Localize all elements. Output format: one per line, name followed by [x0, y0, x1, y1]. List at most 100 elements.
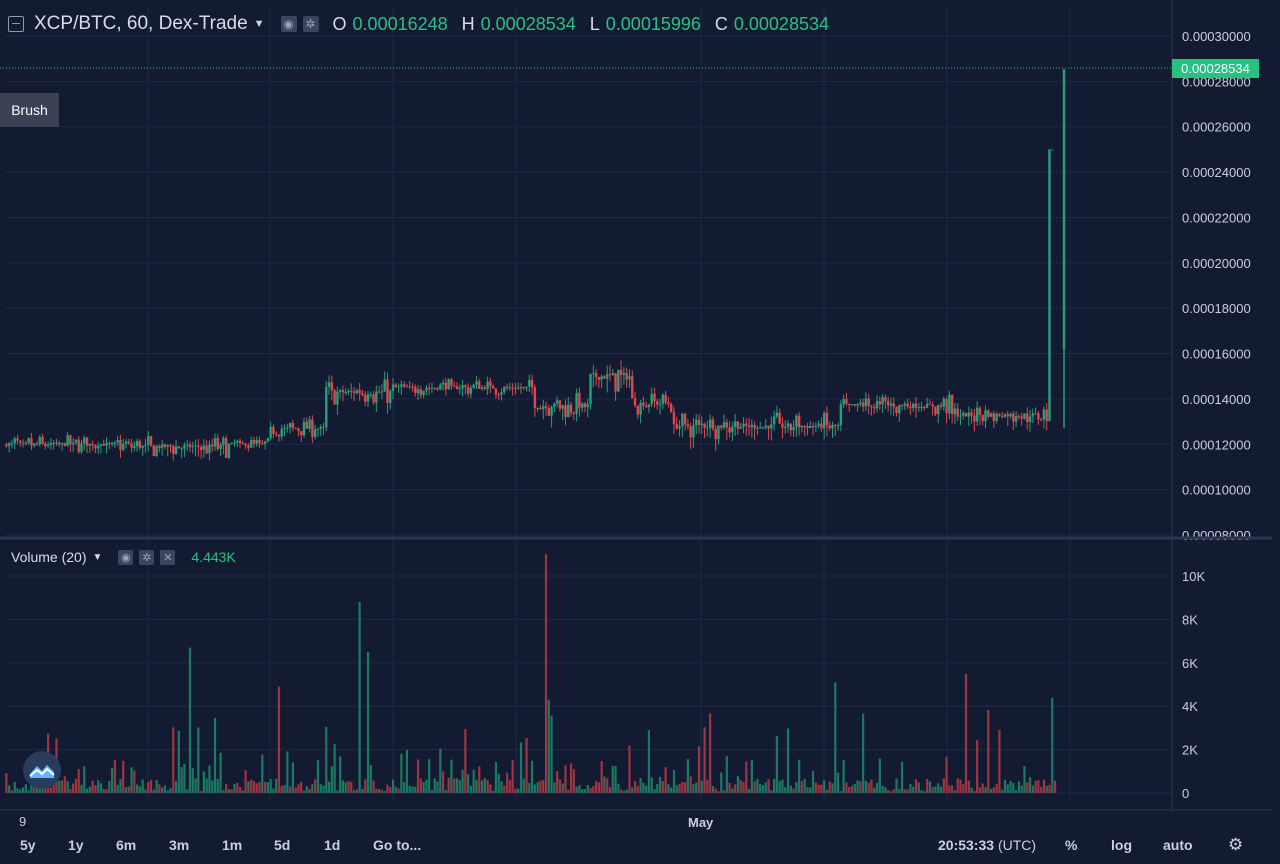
candle-body [450, 379, 453, 386]
volume-bar [355, 789, 358, 793]
volume-bar [77, 769, 80, 793]
brush-tooltip: Brush [0, 93, 59, 127]
settings-gear-icon[interactable]: ⚙ [1228, 835, 1244, 854]
volume-bar [1006, 784, 1009, 793]
candle-body [884, 397, 887, 401]
candle-body [553, 403, 556, 407]
candle-body [475, 381, 478, 385]
candle-body [1037, 413, 1040, 420]
candle-body [1000, 415, 1004, 417]
range-button-5y[interactable]: 5y [20, 837, 36, 853]
candle-body [227, 443, 231, 458]
candle-body [987, 410, 990, 417]
volume-bar [1028, 777, 1032, 793]
candle-body [594, 372, 598, 377]
volume-bar [497, 773, 500, 793]
volume-bar [867, 782, 870, 793]
candle-body [580, 403, 584, 408]
candle-body [453, 385, 456, 387]
candle-body [973, 415, 976, 422]
candle-body [436, 387, 439, 390]
candle-body [174, 446, 178, 455]
candle-body [817, 423, 820, 427]
candle-body [731, 426, 734, 433]
symbol-title[interactable]: XCP/BTC, 60, Dex-Trade [34, 13, 248, 34]
chevron-down-icon[interactable]: ▼ [92, 551, 103, 563]
low-label: L [589, 13, 600, 34]
log-toggle[interactable]: log [1111, 837, 1132, 853]
volume-bar [85, 788, 89, 793]
volume-bar [795, 782, 798, 793]
volume-bar [486, 779, 489, 793]
high-label: H [461, 13, 475, 34]
candle-body [683, 413, 687, 425]
goto-button[interactable]: Go to... [373, 837, 422, 853]
eye-icon[interactable]: ◉ [280, 16, 297, 32]
candle-body [383, 379, 386, 392]
candle-body [74, 439, 78, 443]
volume-bar [533, 784, 536, 793]
volume-bar [828, 781, 831, 793]
volume-bar [503, 785, 506, 793]
close-icon[interactable]: ✕ [160, 549, 176, 565]
candle-body [864, 398, 868, 407]
eye-icon[interactable]: ◉ [118, 549, 134, 565]
range-button-1d[interactable]: 1d [324, 837, 341, 853]
volume-bar [238, 786, 242, 793]
auto-toggle[interactable]: auto [1163, 837, 1193, 853]
candle-body [753, 424, 756, 429]
candle-body [425, 387, 428, 391]
gear-icon[interactable]: ✲ [139, 549, 155, 565]
range-button-6m[interactable]: 6m [116, 837, 137, 853]
volume-bar [13, 781, 16, 793]
volume-tick-label: 8K [1182, 612, 1198, 627]
logo-icon[interactable] [23, 751, 61, 789]
range-button-3m[interactable]: 3m [169, 837, 190, 853]
volume-bar [920, 790, 923, 793]
range-button-5d[interactable]: 5d [274, 837, 291, 853]
volume-bar [138, 786, 142, 793]
volume-bar [1051, 697, 1054, 793]
candle-body [135, 440, 139, 447]
volume-bar [136, 784, 139, 793]
chevron-down-icon[interactable]: ▼ [253, 18, 265, 30]
collapse-icon[interactable] [8, 16, 24, 32]
candle-body [116, 440, 119, 443]
volume-bar [69, 788, 72, 793]
percent-toggle[interactable]: % [1065, 837, 1078, 853]
volume-bar [105, 789, 108, 793]
volume-title[interactable]: Volume (20) [11, 549, 87, 565]
candle-body [650, 393, 653, 405]
candle-body [110, 442, 114, 444]
range-button-1m[interactable]: 1m [222, 837, 243, 853]
volume-bar [681, 782, 684, 793]
candle-body [224, 437, 228, 458]
candle-body [41, 436, 44, 444]
volume-bar [155, 780, 158, 793]
volume-bar [458, 780, 461, 793]
gear-icon[interactable]: ✲ [302, 16, 319, 32]
volume-bar [995, 783, 998, 793]
candle-body [928, 403, 932, 405]
candle-body [389, 390, 392, 403]
candle-body [533, 387, 537, 409]
volume-bar [728, 782, 731, 793]
candle-body [44, 443, 47, 446]
volume-bar [925, 778, 929, 793]
candle-body [820, 423, 823, 429]
volume-bar [756, 779, 759, 793]
price-candles [5, 69, 1066, 461]
candle-body [859, 402, 862, 405]
range-button-1y[interactable]: 1y [68, 837, 84, 853]
volume-bar [939, 786, 943, 793]
candle-body [528, 379, 531, 387]
volume-bar [183, 764, 186, 793]
candle-body [870, 405, 873, 408]
candle-body [77, 439, 80, 452]
candle-body [886, 400, 890, 406]
volume-bar [658, 776, 662, 793]
price-tick-label: 0.00026000 [1182, 120, 1251, 135]
clock-tz: (UTC) [997, 837, 1037, 853]
candle-body [998, 413, 1001, 416]
